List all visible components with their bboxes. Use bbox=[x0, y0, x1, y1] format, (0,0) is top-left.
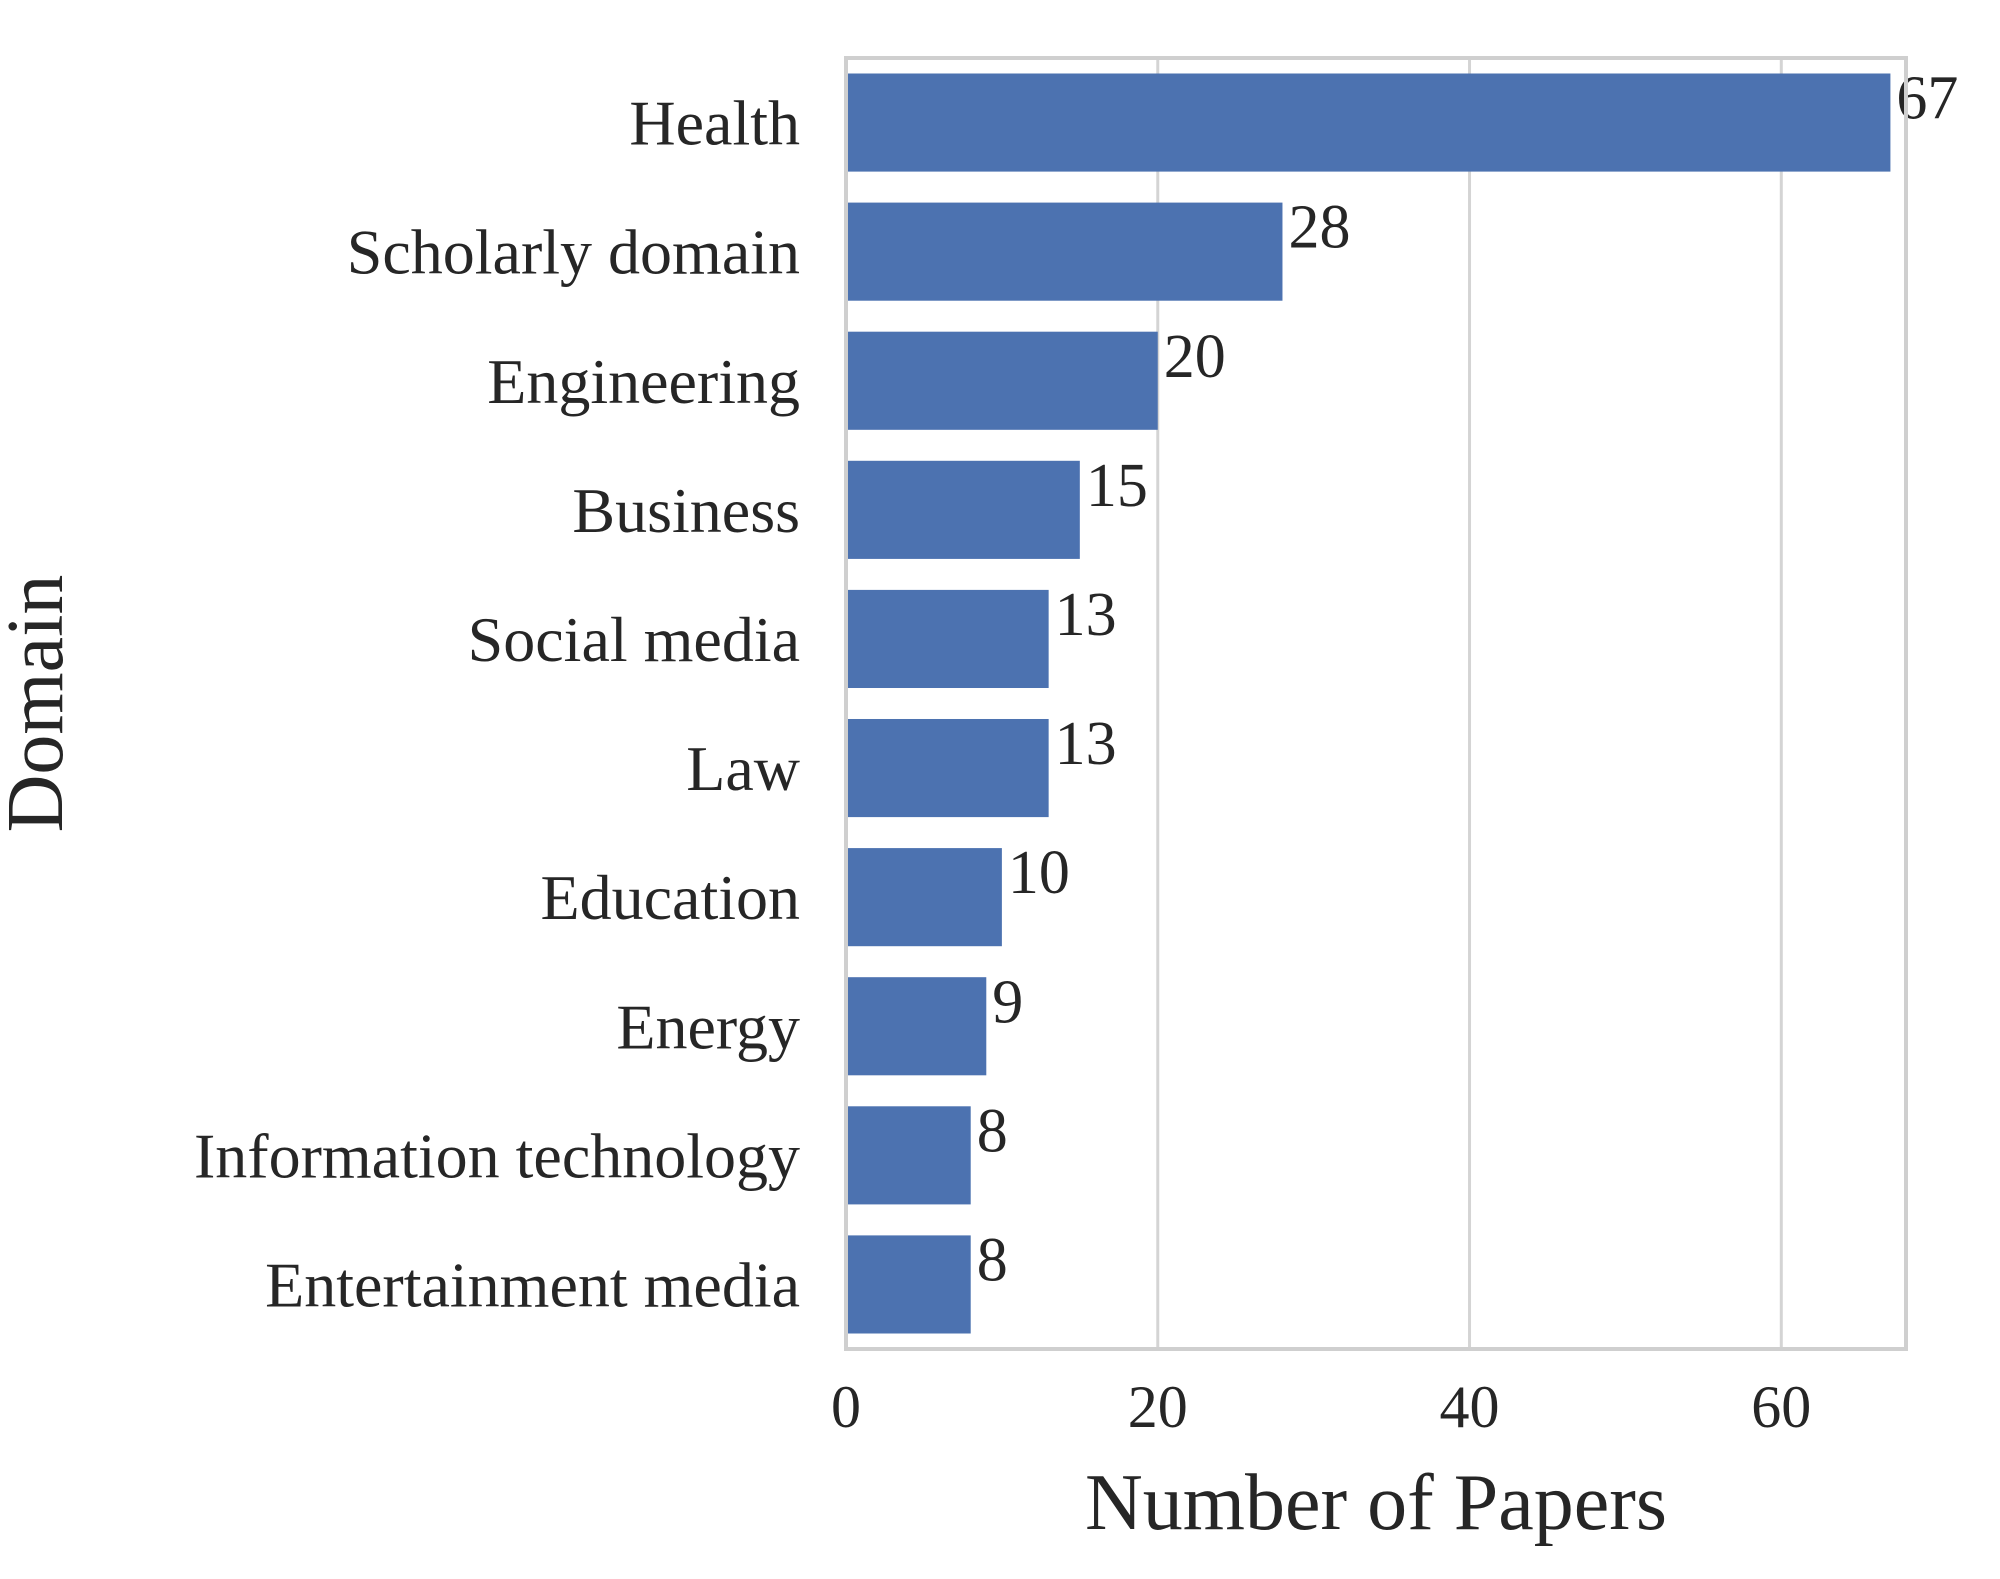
category-label: Entertainment media bbox=[265, 1249, 800, 1320]
bar-value-label: 28 bbox=[1288, 194, 1350, 262]
category-label: Education bbox=[541, 862, 800, 933]
bar-value-label: 20 bbox=[1164, 323, 1226, 391]
bar bbox=[846, 202, 1283, 301]
bar-value-label: 9 bbox=[992, 968, 1023, 1036]
category-label: Business bbox=[572, 475, 800, 546]
bar bbox=[846, 718, 1049, 818]
x-tick-label: 40 bbox=[1440, 1374, 1500, 1440]
category-label: Information technology bbox=[194, 1120, 800, 1191]
bar bbox=[846, 1106, 971, 1205]
bar-value-label: 15 bbox=[1086, 452, 1148, 520]
category-label: Law bbox=[686, 733, 800, 804]
bar bbox=[846, 848, 1002, 947]
x-axis-title: Number of Papers bbox=[1085, 1459, 1667, 1547]
bar bbox=[846, 1235, 971, 1334]
y-axis-title: Domain bbox=[0, 575, 80, 833]
bar bbox=[846, 589, 1049, 689]
x-tick-label: 60 bbox=[1751, 1374, 1811, 1440]
bar bbox=[846, 331, 1158, 430]
category-label: Energy bbox=[616, 991, 800, 1062]
bar-value-label: 13 bbox=[1055, 710, 1117, 778]
x-tick-label: 20 bbox=[1128, 1374, 1188, 1440]
bar bbox=[846, 977, 987, 1076]
category-label: Scholarly domain bbox=[347, 217, 800, 288]
category-labels: Health Scholarly domain Engineering Busines… bbox=[194, 88, 800, 1321]
bar bbox=[846, 73, 1891, 172]
x-tick-labels: 0 20 40 60 bbox=[831, 1374, 1811, 1440]
bar-value-label: 8 bbox=[977, 1097, 1008, 1165]
bar-value-label: 10 bbox=[1008, 839, 1070, 907]
bar-value-label: 13 bbox=[1055, 581, 1117, 649]
plot-frame bbox=[844, 56, 1908, 1351]
category-label: Engineering bbox=[487, 346, 800, 417]
x-tick-label: 0 bbox=[831, 1374, 861, 1440]
bar bbox=[846, 460, 1080, 559]
bar-value-label: 8 bbox=[977, 1226, 1008, 1294]
category-label: Health bbox=[629, 88, 800, 159]
category-label: Social media bbox=[468, 604, 800, 675]
bars bbox=[846, 73, 1891, 1334]
